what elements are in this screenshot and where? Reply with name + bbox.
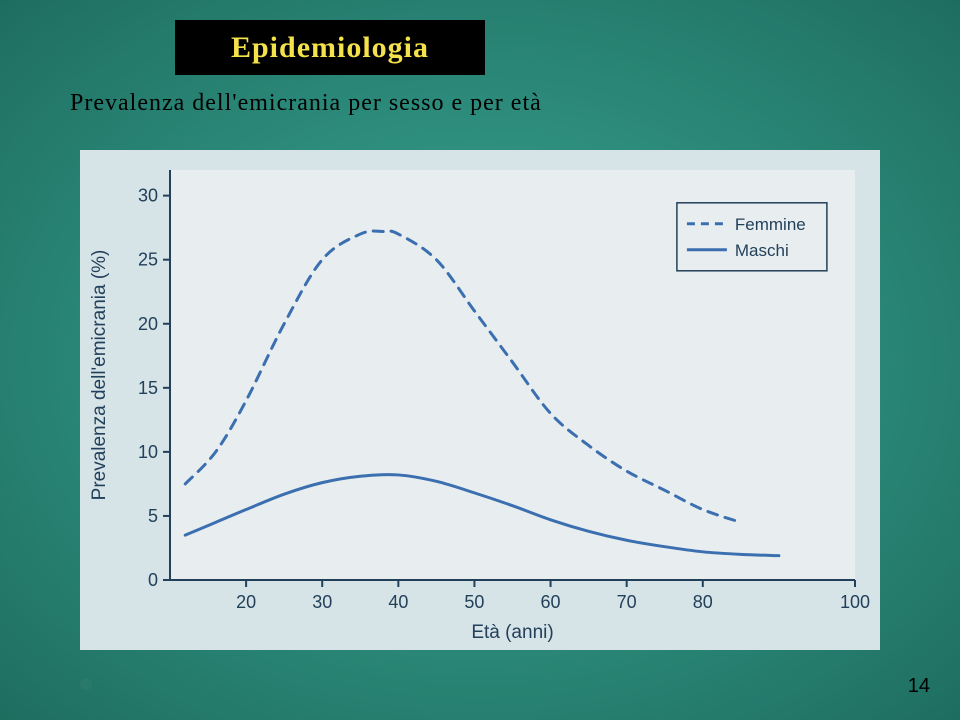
slide: Epidemiologia Prevalenza dell'emicrania …	[0, 0, 960, 720]
title-box: Epidemiologia	[175, 20, 485, 75]
svg-text:Età (anni): Età (anni)	[471, 622, 553, 643]
svg-text:Prevalenza dell'emicrania (%): Prevalenza dell'emicrania (%)	[89, 250, 110, 501]
svg-text:30: 30	[312, 592, 332, 612]
svg-text:100: 100	[840, 592, 870, 612]
svg-text:80: 80	[693, 592, 713, 612]
bullet-decoration	[80, 678, 92, 690]
svg-text:5: 5	[148, 506, 158, 526]
svg-text:40: 40	[388, 592, 408, 612]
svg-text:60: 60	[541, 592, 561, 612]
svg-text:15: 15	[138, 378, 158, 398]
slide-title: Epidemiologia	[231, 31, 429, 65]
svg-text:50: 50	[464, 592, 484, 612]
svg-text:0: 0	[148, 570, 158, 590]
svg-text:Maschi: Maschi	[735, 241, 789, 260]
page-number: 14	[908, 675, 930, 698]
slide-subtitle: Prevalenza dell'emicrania per sesso e pe…	[70, 90, 542, 117]
svg-text:20: 20	[236, 592, 256, 612]
svg-text:25: 25	[138, 250, 158, 270]
prevalence-chart: 0 5 10 15 20 25 30 20 30 40 50 60 70 80 100 Età (anni) P…	[80, 150, 880, 650]
svg-text:Femmine: Femmine	[735, 215, 806, 234]
svg-text:30: 30	[138, 186, 158, 206]
svg-text:10: 10	[138, 442, 158, 462]
svg-text:20: 20	[138, 314, 158, 334]
chart-container: 0 5 10 15 20 25 30 20 30 40 50 60 70 80 100 Età (anni) P…	[80, 150, 880, 650]
svg-text:70: 70	[617, 592, 637, 612]
